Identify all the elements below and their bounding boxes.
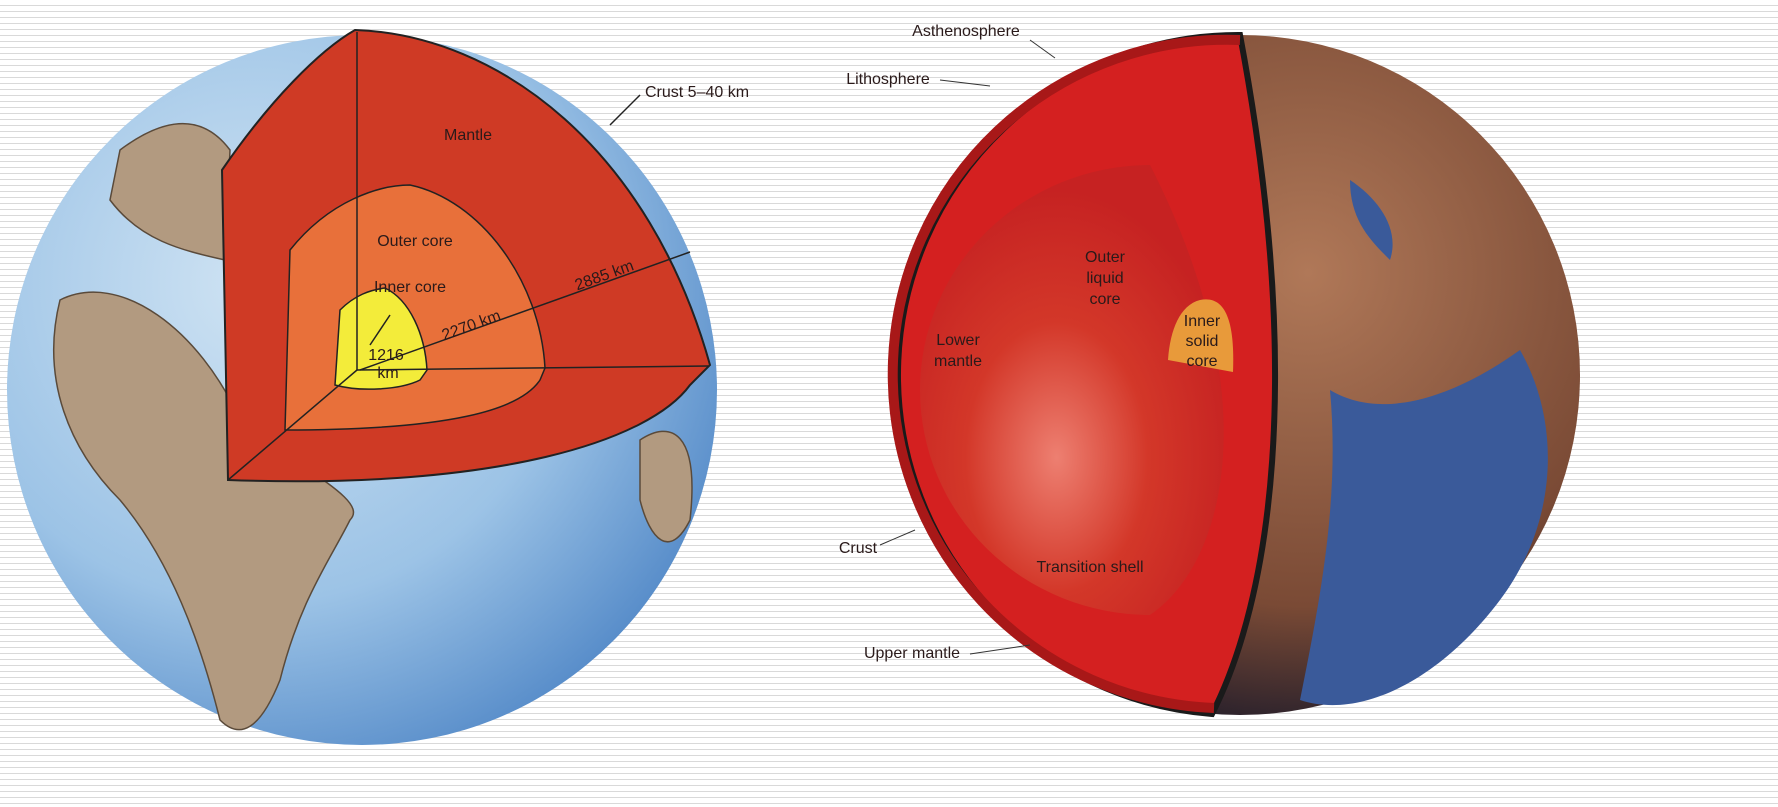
leaders xyxy=(879,39,1056,655)
right-globe: Asthenosphere Lithosphere Outer liquid c… xyxy=(839,23,1580,718)
inner-core xyxy=(334,287,428,390)
label: Crust 5–40 km xyxy=(645,84,749,101)
label: Lower xyxy=(936,332,980,349)
label: core xyxy=(1089,291,1120,308)
label: Asthenosphere xyxy=(912,23,1020,40)
label: km xyxy=(377,365,398,382)
inner-solid-core xyxy=(1168,299,1234,372)
left-globe: Mantle Crust 5–40 km Outer core Inner co… xyxy=(7,28,749,745)
mantle-rim xyxy=(887,34,1241,713)
label: Mantle xyxy=(444,127,492,144)
label: Upper mantle xyxy=(864,645,960,662)
label: mantle xyxy=(934,353,982,370)
cut-edges xyxy=(227,32,709,481)
label: 1216 xyxy=(368,347,404,364)
label: Inner core xyxy=(374,279,446,296)
label: liquid xyxy=(1086,270,1123,287)
label: Inner xyxy=(1184,313,1221,330)
label: solid xyxy=(1186,333,1219,350)
label: Lithosphere xyxy=(846,71,930,88)
seas xyxy=(1300,180,1548,706)
label: core xyxy=(1186,353,1217,370)
label: Outer xyxy=(1085,249,1126,266)
label: Crust xyxy=(839,540,878,557)
outer-liquid-core xyxy=(920,165,1224,615)
label: Transition shell xyxy=(1036,559,1143,576)
label: Outer core xyxy=(377,233,453,250)
